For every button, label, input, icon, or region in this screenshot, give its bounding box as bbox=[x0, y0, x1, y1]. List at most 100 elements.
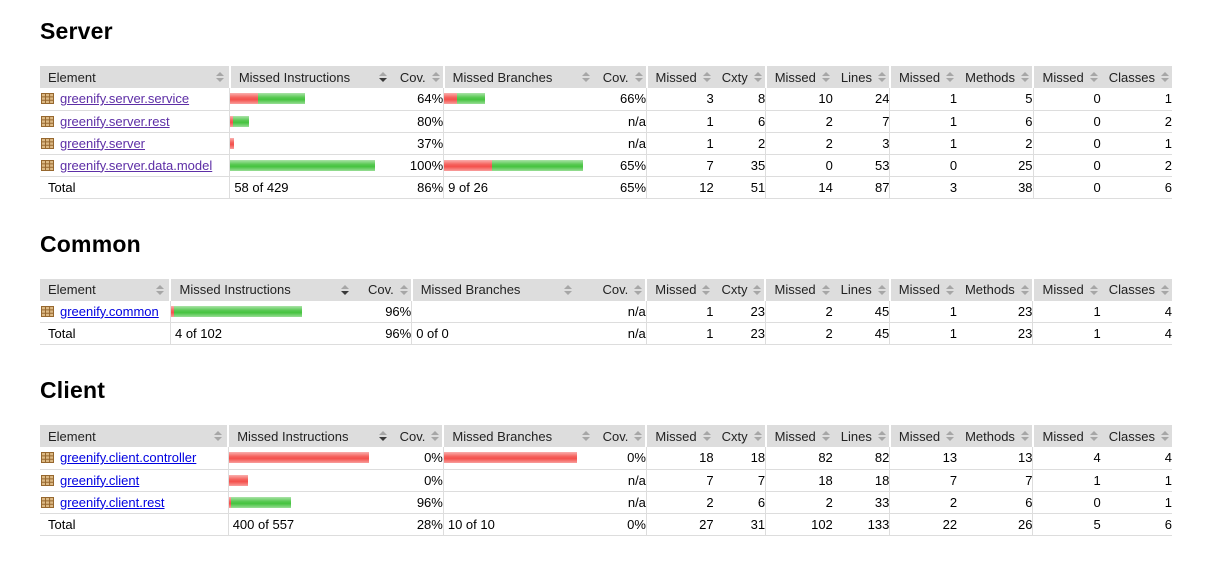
column-header-missed-methods[interactable]: Missed bbox=[888, 278, 957, 301]
sort-arrows-icon bbox=[702, 72, 711, 82]
column-header-label: Cxty bbox=[721, 282, 748, 297]
column-header-classes[interactable]: Classes bbox=[1100, 278, 1172, 301]
column-header-lines[interactable]: Lines bbox=[832, 278, 890, 301]
column-header-label: Lines bbox=[840, 69, 872, 85]
column-header-missed-instructions[interactable]: Missed Instructions bbox=[227, 425, 392, 447]
column-header-cxty[interactable]: Cxty bbox=[713, 425, 766, 447]
column-header-missed-instructions[interactable]: Missed Instructions bbox=[169, 278, 355, 301]
column-header-missed-branches[interactable]: Missed Branches bbox=[410, 278, 577, 301]
total-counter-value: 23 bbox=[956, 322, 1033, 345]
sort-arrows-icon bbox=[1020, 284, 1029, 295]
column-header-lines[interactable]: Lines bbox=[832, 66, 890, 88]
missed-bar-segment bbox=[444, 159, 493, 171]
package-name-cell: greenify.server.service bbox=[40, 88, 230, 111]
column-header-missed-methods[interactable]: Missed bbox=[888, 66, 958, 88]
total-row: Total 4 of 102 96% 0 of 0 n/a 1 23 2 45 1 23 1 4 bbox=[40, 322, 1172, 345]
package-icon bbox=[40, 495, 55, 510]
column-header-methods[interactable]: Methods bbox=[957, 425, 1033, 447]
column-header-classes[interactable]: Classes bbox=[1100, 66, 1172, 88]
sort-arrows-icon bbox=[563, 284, 572, 295]
column-header-label: Methods bbox=[965, 428, 1015, 444]
column-header-label: Missed bbox=[774, 69, 816, 85]
counter-value: 1 bbox=[889, 88, 958, 111]
package-link[interactable]: greenify.server.data.model bbox=[60, 157, 213, 173]
counter-value: 25 bbox=[957, 154, 1034, 177]
column-header-missed-lines[interactable]: Missed bbox=[764, 425, 833, 447]
total-counter-value: 133 bbox=[832, 513, 890, 536]
sort-arrows-icon bbox=[1161, 431, 1169, 441]
section-client: Client Element Missed Instructions Cov. Mis… bbox=[40, 377, 1172, 536]
package-name-cell: greenify.common bbox=[40, 300, 171, 323]
column-header-instruction-coverage[interactable]: Cov. bbox=[354, 278, 412, 301]
column-header-missed-lines[interactable]: Missed bbox=[764, 278, 833, 301]
column-header-instruction-coverage[interactable]: Cov. bbox=[391, 425, 444, 447]
package-link[interactable]: greenify.server bbox=[60, 135, 146, 151]
column-header-missed-classes[interactable]: Missed bbox=[1032, 66, 1101, 88]
column-header-instruction-coverage[interactable]: Cov. bbox=[391, 66, 444, 88]
package-link[interactable]: greenify.client.controller bbox=[60, 450, 197, 466]
column-header-label: Missed Instructions bbox=[238, 69, 351, 85]
column-header-missed-cxty[interactable]: Missed bbox=[645, 66, 714, 88]
total-instruction-coverage: 96% bbox=[354, 322, 412, 345]
column-header-branch-coverage[interactable]: Cov. bbox=[594, 425, 647, 447]
coverage-bar bbox=[230, 93, 392, 105]
coverage-table-client: Element Missed Instructions Cov. Missed Bra… bbox=[40, 425, 1172, 536]
column-header-label: Methods bbox=[964, 282, 1015, 297]
package-link[interactable]: greenify.server.service bbox=[60, 91, 190, 107]
counter-value: 0 bbox=[1032, 110, 1101, 133]
column-header-branch-coverage[interactable]: Cov. bbox=[594, 66, 647, 88]
column-header-missed-cxty[interactable]: Missed bbox=[645, 278, 714, 301]
total-counter-value: 23 bbox=[713, 322, 766, 345]
column-header-element[interactable]: Element bbox=[40, 278, 171, 301]
column-header-branch-coverage[interactable]: Cov. bbox=[576, 278, 647, 301]
column-header-missed-instructions[interactable]: Missed Instructions bbox=[228, 66, 392, 88]
column-header-label: Classes bbox=[1108, 69, 1155, 85]
coverage-bar bbox=[444, 452, 594, 464]
column-header-methods[interactable]: Methods bbox=[956, 278, 1033, 301]
section-common: Common Element Missed Instructions Cov. Mis… bbox=[40, 231, 1172, 345]
sort-arrows-icon bbox=[378, 72, 387, 82]
counter-value: 1 bbox=[1100, 491, 1172, 514]
package-name-cell: greenify.server bbox=[40, 132, 230, 155]
sort-arrows-icon bbox=[1089, 431, 1098, 441]
column-header-lines[interactable]: Lines bbox=[832, 425, 890, 447]
counter-value: 2 bbox=[765, 132, 833, 155]
column-header-missed-cxty[interactable]: Missed bbox=[645, 425, 714, 447]
counter-value: 3 bbox=[832, 132, 890, 155]
column-header-element[interactable]: Element bbox=[40, 425, 229, 447]
total-counter-value: 87 bbox=[832, 176, 890, 199]
column-header-element[interactable]: Element bbox=[40, 66, 230, 88]
sort-arrows-icon bbox=[702, 284, 711, 295]
column-header-missed-classes[interactable]: Missed bbox=[1031, 425, 1101, 447]
column-header-classes[interactable]: Classes bbox=[1100, 425, 1172, 447]
total-instruction-coverage: 28% bbox=[391, 513, 444, 536]
coverage-bar bbox=[230, 115, 392, 127]
package-link[interactable]: greenify.client.rest bbox=[60, 494, 165, 510]
column-header-cxty[interactable]: Cxty bbox=[713, 66, 766, 88]
total-counter-value: 4 bbox=[1100, 322, 1172, 345]
column-header-missed-branches[interactable]: Missed Branches bbox=[442, 66, 595, 88]
column-header-methods[interactable]: Methods bbox=[957, 66, 1034, 88]
column-header-missed-lines[interactable]: Missed bbox=[764, 66, 833, 88]
package-icon bbox=[40, 450, 55, 465]
counter-value: 0 bbox=[1032, 88, 1101, 111]
column-header-missed-branches[interactable]: Missed Branches bbox=[442, 425, 595, 447]
total-counter-value: 1 bbox=[889, 322, 957, 345]
instruction-coverage-value: 64% bbox=[391, 88, 444, 111]
package-name-cell: greenify.server.data.model bbox=[40, 154, 230, 177]
package-link[interactable]: greenify.client bbox=[60, 472, 140, 488]
instruction-coverage-value: 100% bbox=[391, 154, 444, 177]
package-name-cell: greenify.server.rest bbox=[40, 110, 230, 133]
counter-value: 1 bbox=[889, 132, 958, 155]
column-header-cxty[interactable]: Cxty bbox=[713, 278, 766, 301]
column-header-missed-classes[interactable]: Missed bbox=[1031, 278, 1101, 301]
counter-value: 35 bbox=[713, 154, 766, 177]
column-header-missed-methods[interactable]: Missed bbox=[888, 425, 958, 447]
package-link[interactable]: greenify.server.rest bbox=[60, 113, 170, 129]
package-icon bbox=[40, 136, 55, 151]
counter-value: 7 bbox=[645, 469, 714, 492]
counter-value: 2 bbox=[765, 110, 833, 133]
package-link[interactable]: greenify.common bbox=[60, 303, 159, 319]
coverage-bar-cell bbox=[227, 469, 392, 492]
header-row: Element Missed Instructions Cov. Missed Bra… bbox=[40, 425, 1172, 447]
